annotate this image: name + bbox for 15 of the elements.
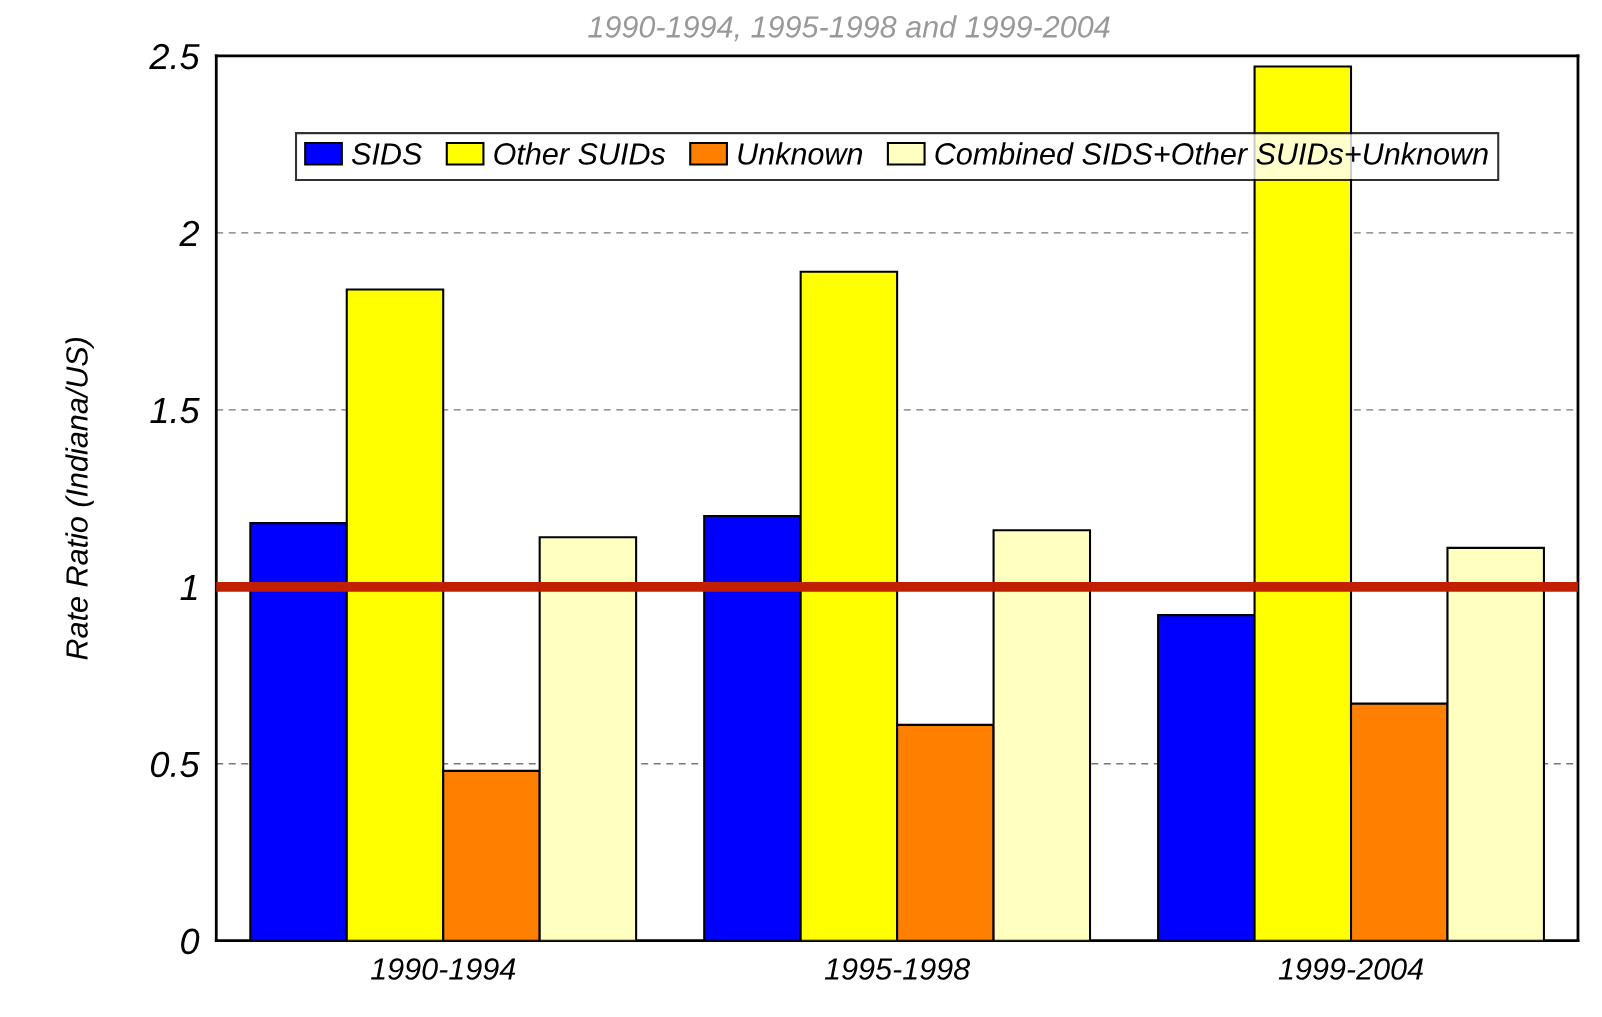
y-tick-label: 2.5 [149, 43, 200, 70]
y-tick-label: 2 [179, 220, 200, 246]
y-tick-label: 1 [180, 575, 197, 600]
legend-label: SIDS [351, 143, 422, 165]
legend-label: Unknown [738, 142, 863, 165]
y-tick-label: 0 [181, 928, 200, 955]
y-tick-label: 1.5 [150, 398, 200, 424]
x-tick-label: 1999-2004 [1278, 958, 1423, 980]
x-tick-label: 1990-1994 [370, 958, 516, 980]
legend-label: Other SUIDs [494, 142, 666, 165]
chart-subtitle: 1990-1994, 1995-1998 and 1999-2004 [588, 15, 1110, 42]
legend-label: Combined SIDS+Other SUIDs+Unknown [935, 142, 1488, 165]
x-tick-label: 1995-1998 [824, 958, 971, 980]
y-tick-label: 0.5 [150, 751, 200, 778]
y-axis-title: Rate Ratio (Indiana/US) [65, 337, 94, 660]
